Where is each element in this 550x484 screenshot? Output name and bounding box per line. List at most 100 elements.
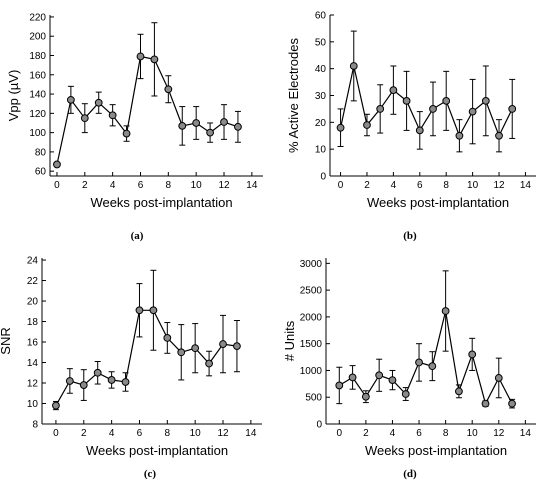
y-axis-title: Vpp (µV) xyxy=(6,70,21,122)
x-tick-label: 8 xyxy=(166,180,172,191)
y-axis-title: # Units xyxy=(282,320,297,361)
y-tick-label: 3000 xyxy=(300,259,323,270)
data-point xyxy=(163,334,172,342)
data-point xyxy=(428,362,437,371)
y-tick-label: 12 xyxy=(27,379,39,390)
data-point xyxy=(205,359,213,368)
x-tick-label: 4 xyxy=(390,428,396,439)
data-point xyxy=(495,131,503,140)
data-point xyxy=(122,129,131,138)
y-tick-label: 60 xyxy=(35,167,47,178)
x-tick-label: 8 xyxy=(443,180,449,191)
y-tick-label: 180 xyxy=(29,51,46,62)
data-point xyxy=(376,105,385,113)
y-tick-label: 160 xyxy=(29,70,46,81)
panel-label: (a) xyxy=(131,230,144,242)
x-tick-label: 6 xyxy=(416,428,422,439)
data-point xyxy=(53,160,61,169)
chart-panel-1: 0 2 4 6 8 10 12 14 60 80 100 120 140 160 180 200 220 Week… xyxy=(6,12,263,242)
y-tick-label: 50 xyxy=(315,37,327,48)
data-point xyxy=(192,119,201,127)
data-point xyxy=(481,399,490,408)
data-point xyxy=(508,105,517,113)
y-tick-label: 1000 xyxy=(300,366,323,377)
data-point xyxy=(442,96,451,105)
data-point xyxy=(388,376,397,384)
data-point xyxy=(164,85,173,94)
y-tick-label: 100 xyxy=(29,128,46,139)
x-tick-label: 12 xyxy=(218,180,230,191)
x-tick-label: 12 xyxy=(217,428,229,439)
series-line xyxy=(55,309,237,406)
data-point xyxy=(401,390,410,398)
data-point xyxy=(402,96,411,105)
y-tick-label: 20 xyxy=(315,118,327,129)
data-point xyxy=(348,373,357,382)
x-axis-title: Weeks post-implantation xyxy=(90,195,232,210)
data-point xyxy=(79,381,88,389)
x-tick-label: 0 xyxy=(337,428,343,439)
data-point xyxy=(80,114,89,123)
x-tick-label: 0 xyxy=(53,428,59,439)
x-tick-label: 14 xyxy=(246,180,258,191)
y-tick-label: 10 xyxy=(315,145,327,156)
panel-label: (b) xyxy=(403,230,417,242)
data-point xyxy=(149,306,158,315)
data-point xyxy=(415,126,424,135)
x-tick-label: 14 xyxy=(520,428,532,439)
x-tick-label: 2 xyxy=(81,428,87,439)
x-tick-label: 10 xyxy=(467,428,479,439)
data-point xyxy=(349,62,358,70)
data-point xyxy=(107,376,116,384)
y-tick-label: 18 xyxy=(27,317,39,328)
y-tick-label: 220 xyxy=(29,12,46,23)
y-tick-label: 0 xyxy=(320,172,326,183)
data-point xyxy=(191,344,200,353)
data-point xyxy=(389,86,398,95)
data-point xyxy=(375,371,384,380)
data-point xyxy=(363,121,371,129)
x-tick-label: 4 xyxy=(391,180,397,191)
x-tick-label: 8 xyxy=(443,428,449,439)
y-tick-label: 30 xyxy=(315,91,327,102)
y-tick-label: 22 xyxy=(27,276,39,287)
data-point xyxy=(455,131,464,140)
x-tick-label: 2 xyxy=(363,428,369,439)
data-point xyxy=(336,123,345,132)
x-tick-label: 14 xyxy=(520,180,532,191)
x-tick-label: 6 xyxy=(138,180,144,191)
x-tick-label: 0 xyxy=(54,180,60,191)
panel-label: (c) xyxy=(144,468,157,480)
y-tick-label: 2000 xyxy=(300,312,323,323)
x-tick-label: 10 xyxy=(191,180,203,191)
y-tick-label: 0 xyxy=(316,420,322,431)
chart-panel-4: 0 2 4 6 8 10 12 14 0 500 1000 1500 2000 2500 3000 Weeks… xyxy=(282,258,536,480)
y-tick-label: 16 xyxy=(27,338,39,349)
y-tick-label: 1500 xyxy=(300,339,323,350)
x-tick-label: 14 xyxy=(245,428,257,439)
data-point xyxy=(219,340,227,348)
data-point xyxy=(135,306,144,315)
x-tick-label: 12 xyxy=(493,180,505,191)
data-point xyxy=(177,348,186,357)
data-point xyxy=(206,128,214,137)
y-tick-label: 120 xyxy=(29,109,46,120)
x-axis-title: Weeks post-implantation xyxy=(86,443,228,458)
data-point xyxy=(508,399,516,408)
data-point xyxy=(468,107,477,116)
data-point xyxy=(65,377,74,385)
x-tick-label: 6 xyxy=(137,428,143,439)
data-point xyxy=(233,342,241,351)
chart-panel-2: 0 2 4 6 8 10 12 14 0 10 20 30 40 50 60 Weeks post-impla… xyxy=(286,11,536,242)
x-tick-label: 8 xyxy=(165,428,171,439)
data-point xyxy=(93,368,102,377)
data-point xyxy=(441,307,450,315)
series-line xyxy=(56,55,239,165)
data-point xyxy=(66,95,75,104)
data-point xyxy=(415,358,423,367)
data-point xyxy=(234,122,242,131)
y-axis-title: SNR xyxy=(0,327,13,354)
data-point xyxy=(455,387,463,396)
